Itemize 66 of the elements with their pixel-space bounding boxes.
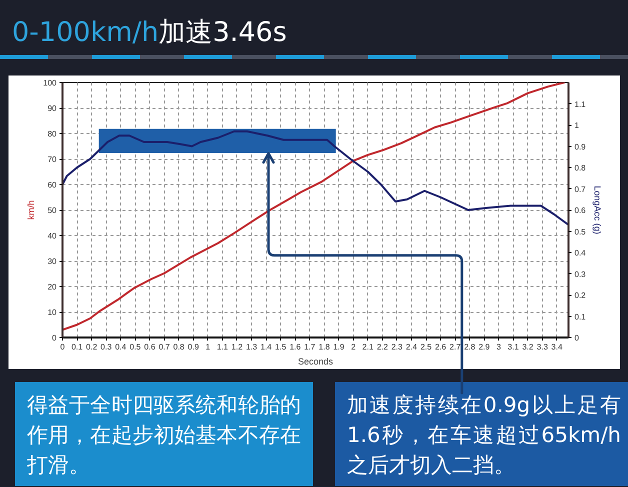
x-tick-label: 0.7 [158, 342, 170, 352]
x-tick-label: 2.2 [376, 342, 388, 352]
x-tick-label: 1.8 [318, 342, 330, 352]
x-tick-label: 2.7 [450, 342, 462, 352]
y-tick-label: 60 [48, 180, 58, 190]
y-tick-label: 70 [48, 155, 58, 164]
y2-axis-title: LongAcc (g) [592, 186, 603, 234]
y2-tick-label: 0.1 [574, 312, 586, 322]
text: 得益于全时四驱系统和轮胎的作用，在起步初始基本不存在打滑。 [15, 382, 313, 487]
annotation: 加速度持续在0.9g以上足有1.6秒，在车速超过65km/h之后才切入二挡。 [335, 382, 628, 487]
x-tick-label: 2.4 [406, 342, 418, 352]
y-tick-label: 100 [43, 78, 58, 88]
x-tick-label: 2.1 [362, 342, 374, 352]
y-tick-label: 20 [48, 282, 58, 292]
y-tick-label: 50 [48, 206, 58, 215]
x-tick-label: 0.4 [115, 342, 127, 352]
y2-tick-label: 0.4 [574, 248, 586, 258]
y2-tick-label: 0.3 [574, 270, 586, 279]
x-tick-label: 2.9 [478, 342, 490, 352]
y-tick-label: 40 [48, 232, 58, 240]
y2-tick-label: 0.2 [574, 291, 586, 300]
x-tick-label: 3.4 [551, 342, 563, 352]
x-tick-label: 0.5 [130, 342, 142, 352]
x-tick-label: 3.3 [536, 342, 548, 352]
x-tick-label: 0.8 [173, 342, 185, 352]
y-tick-label: 90 [48, 104, 58, 113]
x-tick-label: 2.8 [464, 342, 476, 352]
y-tick-label: 80 [48, 130, 58, 138]
x-tick-label: 3 [496, 342, 502, 352]
y-tick-label: 30 [48, 257, 58, 266]
x-tick-label: 0.1 [71, 342, 84, 352]
y2-tick-label: 0.9 [574, 142, 586, 152]
x-tick-label: 1.7 [304, 342, 316, 352]
line-series [62, 82, 566, 331]
y2-tick-label: 1.1 [574, 100, 586, 109]
y2-tick-label: 0.6 [574, 206, 586, 215]
x-tick-label: 3.1 [508, 342, 520, 352]
x-tick-label: 1.5 [275, 342, 287, 352]
x-tick-label: 1.1 [216, 342, 229, 352]
chart-title: 0-100km/h加速3.46s [12, 17, 287, 48]
x-tick-label: 2.5 [420, 342, 432, 352]
x-tick-label: 1.9 [333, 342, 345, 352]
y-tick-label: 0 [52, 334, 58, 342]
x-tick-label: 0 [60, 342, 66, 352]
x-tick-label: 1.6 [290, 342, 302, 352]
y2-tick-label: 0.5 [574, 227, 586, 236]
x-axis-title: Seconds [298, 356, 334, 366]
x-tick-label: 1.2 [231, 342, 244, 352]
y2-tick-label: 0 [574, 334, 580, 342]
x-tick-label: 0.2 [86, 342, 98, 352]
x-tick-label: 1.4 [260, 342, 272, 352]
y-axis-title: km/h [26, 200, 36, 220]
y-tick-label: 10 [48, 308, 58, 317]
x-tick-label: 2 [351, 342, 356, 352]
line-series [62, 130, 568, 226]
x-tick-label: 2.3 [391, 342, 404, 352]
x-tick-label: 2.6 [434, 342, 447, 352]
x-tick-label: 3.2 [522, 342, 534, 352]
y2-tick-label: 0.7 [574, 184, 586, 194]
y2-tick-label: 1 [574, 121, 580, 130]
x-tick-label: 1.3 [246, 342, 258, 352]
x-tick-label: 0.9 [188, 342, 200, 352]
x-tick-label: 1 [206, 342, 211, 352]
x-tick-label: 0.3 [100, 342, 112, 352]
y2-tick-label: 0.8 [574, 164, 586, 172]
x-tick-label: 0.6 [144, 342, 156, 352]
